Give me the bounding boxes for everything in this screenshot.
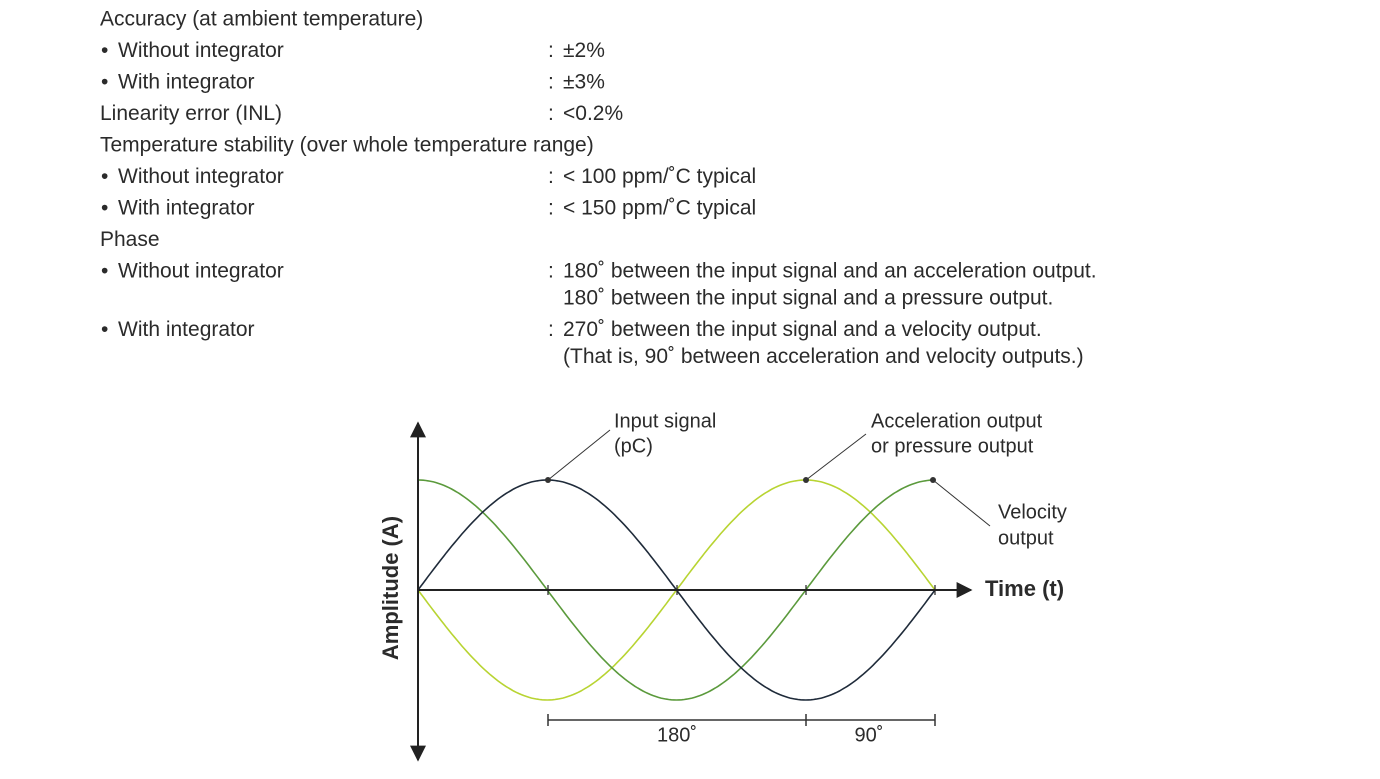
- input-label: Input signal: [614, 410, 716, 432]
- axis-ticks: [547, 585, 936, 595]
- bullet: •: [101, 165, 108, 188]
- spec-value: <0.2%: [563, 102, 623, 125]
- separator: :: [548, 260, 554, 283]
- bullet: •: [101, 318, 108, 341]
- spec-heading: Phase: [100, 228, 160, 251]
- bullet: •: [101, 197, 108, 220]
- bullet: •: [101, 260, 108, 283]
- bullet: •: [101, 71, 108, 94]
- spec-label: With integrator: [118, 318, 255, 341]
- acceleration-label: or pressure output: [871, 435, 1034, 457]
- acceleration-label: Acceleration output: [871, 410, 1043, 432]
- separator: :: [548, 318, 554, 341]
- velocity-curve: [417, 479, 936, 701]
- spec-label: Without integrator: [118, 39, 284, 62]
- separator: :: [548, 102, 554, 125]
- input-label: (pC): [614, 435, 653, 457]
- separator: :: [548, 165, 554, 188]
- spec-label: With integrator: [118, 197, 255, 220]
- x-axis-label: Time (t): [985, 576, 1064, 601]
- spec-value: ±3%: [563, 71, 605, 94]
- span-bracket: [547, 714, 936, 726]
- span-label: 180˚: [657, 724, 697, 746]
- separator: :: [548, 39, 554, 62]
- spec-label: Without integrator: [118, 165, 284, 188]
- spec-value: < 100 ppm/˚C typical: [563, 165, 756, 188]
- spec-label: Without integrator: [118, 260, 284, 283]
- leader-dots: [545, 477, 936, 483]
- spec-value: 270˚ between the input signal and a velo…: [563, 318, 1042, 341]
- leaders: [547, 429, 991, 527]
- spec-value: 180˚ between the input signal and an acc…: [563, 260, 1097, 283]
- separator: :: [548, 197, 554, 220]
- spec-value: ±2%: [563, 39, 605, 62]
- spec-value: < 150 ppm/˚C typical: [563, 197, 756, 220]
- spec-heading: Temperature stability (over whole temper…: [100, 134, 594, 157]
- span-label: 90˚: [855, 724, 884, 746]
- bullet: •: [101, 39, 108, 62]
- separator: :: [548, 71, 554, 94]
- y-axis-label: Amplitude (A): [378, 516, 403, 660]
- velocity-label: output: [998, 527, 1054, 549]
- phase-diagram: Input signal (pC) Acceleration output or…: [378, 410, 1067, 762]
- spec-value: (That is, 90˚ between acceleration and v…: [563, 345, 1084, 368]
- spec-label: With integrator: [118, 71, 255, 94]
- spec-value: 180˚ between the input signal and a pres…: [563, 287, 1053, 310]
- spec-heading: Linearity error (INL): [100, 102, 282, 125]
- velocity-label: Velocity: [998, 501, 1067, 523]
- spec-heading: Accuracy (at ambient temperature): [100, 8, 423, 31]
